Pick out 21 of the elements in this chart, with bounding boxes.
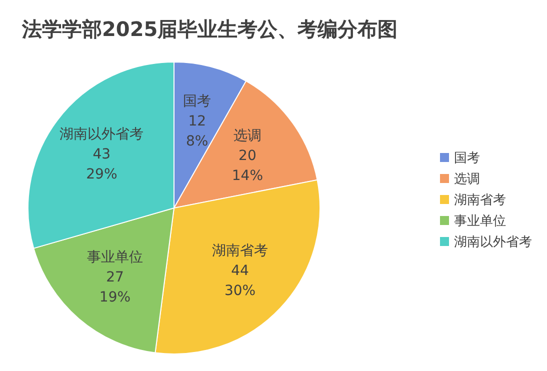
- text: 30%: [224, 282, 256, 299]
- slice-label: 湖南以外省考: [60, 126, 144, 143]
- data-label: 44: [231, 262, 250, 279]
- data-label: 43: [92, 146, 111, 163]
- text: 8%: [186, 133, 208, 150]
- text: 19%: [99, 290, 131, 306]
- text: 14%: [232, 168, 264, 184]
- data-label: 20: [238, 148, 256, 164]
- data-label: 27: [106, 270, 124, 286]
- legend-label: 湖南省考: [454, 193, 506, 208]
- legend-label: 国考: [454, 151, 480, 166]
- slice-label: 国考: [183, 93, 212, 110]
- chart-title: 法学学部2025届毕业生考公、考编分布图: [21, 17, 398, 41]
- legend-label: 事业单位: [454, 214, 506, 229]
- slice-label: 事业单位: [86, 250, 143, 266]
- legend-label: 湖南以外省考: [454, 235, 532, 250]
- slice-label: 选调: [233, 128, 262, 144]
- slice-label: 湖南省考: [212, 242, 268, 259]
- text: 29%: [86, 166, 118, 183]
- data-label: 12: [188, 113, 206, 130]
- legend-label: 选调: [454, 172, 480, 187]
